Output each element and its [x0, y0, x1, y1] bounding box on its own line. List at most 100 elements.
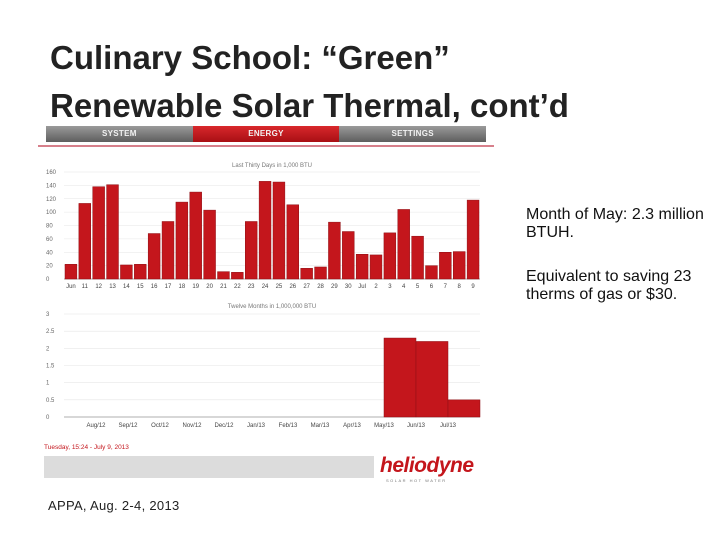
daily-x-tick-label: 29 — [331, 284, 338, 290]
monthly-x-tick-label: May/13 — [374, 423, 394, 429]
daily-x-tick-label: 25 — [276, 284, 283, 290]
daily-x-tick-label: 27 — [303, 284, 310, 290]
dashboard-date: Tuesday, 15:24 - July 9, 2013 — [44, 444, 129, 451]
daily-y-tick-label: 80 — [46, 224, 53, 230]
daily-x-tick-label: 14 — [123, 284, 130, 290]
daily-bar — [397, 209, 410, 280]
monthly-x-tick-label: Dec/12 — [214, 423, 234, 429]
monthly-x-tick-label: Sep/12 — [118, 423, 138, 429]
daily-bar — [453, 251, 466, 280]
daily-x-tick-label: 26 — [289, 284, 296, 290]
daily-y-tick-label: 60 — [46, 237, 53, 243]
daily-bar — [411, 235, 424, 280]
dashboard-footer-bar — [44, 456, 374, 478]
daily-y-tick-label: 0 — [46, 277, 50, 283]
daily-x-tick-label: 13 — [109, 284, 116, 290]
daily-bar — [106, 184, 119, 280]
daily-bar — [342, 231, 355, 280]
daily-x-tick-label: 2 — [374, 284, 378, 290]
monthly-y-tick-label: 0 — [46, 415, 50, 421]
daily-x-tick-label: 19 — [192, 284, 199, 290]
daily-bar — [64, 264, 78, 280]
monthly-bar — [383, 337, 417, 418]
daily-y-tick-label: 120 — [46, 197, 57, 203]
monthly-x-tick-label: Mar/13 — [311, 423, 330, 429]
daily-y-tick-label: 100 — [46, 210, 57, 216]
daily-bar — [189, 191, 202, 280]
daily-bar — [314, 266, 327, 280]
daily-chart-title: Last Thirty Days in 1,000 BTU — [232, 163, 312, 169]
monthly-y-tick-label: 1.5 — [46, 364, 55, 370]
monthly-x-tick-label: Apr/13 — [343, 423, 361, 429]
slide-notes: Month of May: 2.3 million BTUH. Equivale… — [526, 206, 716, 330]
daily-y-tick-label: 160 — [46, 170, 57, 176]
daily-x-tick-label: 16 — [151, 284, 158, 290]
slide-title-line-2: Renewable Solar Thermal, cont’d — [50, 87, 569, 124]
daily-x-tick-label: 30 — [345, 284, 352, 290]
daily-x-tick-label: 28 — [317, 284, 324, 290]
daily-bar — [369, 254, 383, 280]
daily-y-tick-label: 140 — [46, 183, 57, 189]
daily-bar — [147, 233, 161, 280]
daily-bar — [439, 252, 452, 280]
daily-bar — [161, 221, 175, 280]
daily-x-tick-label: 18 — [179, 284, 186, 290]
slide-footer: APPA, Aug. 2-4, 2013 — [48, 498, 180, 513]
daily-x-tick-label: 20 — [206, 284, 213, 290]
daily-x-tick-label: 3 — [388, 284, 392, 290]
daily-x-tick-label: 9 — [471, 284, 475, 290]
tab-system[interactable]: SYSTEM — [101, 129, 137, 138]
monthly-x-tick-label: Feb/13 — [279, 423, 298, 429]
monthly-y-tick-label: 3 — [46, 312, 50, 318]
daily-x-tick-label: 5 — [416, 284, 420, 290]
monthly-x-tick-label: Nov/12 — [182, 423, 202, 429]
daily-x-tick-label: 21 — [220, 284, 227, 290]
monthly-x-tick-label: Oct/12 — [151, 423, 169, 429]
daily-y-tick-label: 40 — [46, 250, 53, 256]
daily-bar — [383, 232, 397, 280]
note-may-total: Month of May: 2.3 million BTUH. — [526, 206, 704, 241]
monthly-y-tick-label: 0.5 — [46, 398, 55, 404]
daily-bar — [328, 221, 341, 280]
dashboard-tab-bar: SYSTEM ENERGY SETTINGS — [46, 126, 486, 142]
slide-title-line-1: Culinary School: “Green” — [50, 39, 450, 76]
logo-wordmark: heliodyne — [380, 454, 474, 477]
logo-tagline: SOLAR HOT WATER — [386, 478, 447, 483]
energy-dashboard-screenshot: SYSTEM ENERGY SETTINGS Last Thirty Days … — [38, 126, 494, 483]
daily-x-tick-label: 17 — [165, 284, 172, 290]
daily-bar — [78, 203, 91, 280]
note-equivalent-savings: Equivalent to saving 23 therms of gas or… — [526, 268, 692, 303]
heliodyne-logo: heliodyne SOLAR HOT WATER — [380, 454, 500, 483]
daily-bar — [231, 272, 244, 280]
monthly-x-tick-label: Jul/13 — [440, 423, 457, 429]
daily-x-tick-label: 8 — [458, 284, 462, 290]
daily-bar — [272, 181, 286, 280]
daily-bar — [300, 268, 313, 280]
tab-energy[interactable]: ENERGY — [192, 126, 340, 142]
daily-bar — [355, 254, 369, 280]
monthly-y-tick-label: 1 — [46, 381, 50, 387]
monthly-bar — [447, 399, 481, 418]
daily-bar — [134, 264, 147, 280]
daily-x-tick-label: 7 — [444, 284, 448, 290]
daily-x-tick-label: 6 — [430, 284, 434, 290]
energy-charts: Last Thirty Days in 1,000 BTU02040608010… — [46, 163, 481, 429]
monthly-x-tick-label: Jan/13 — [247, 423, 266, 429]
daily-bar — [120, 264, 133, 280]
daily-x-tick-label: Jun — [66, 284, 76, 290]
tab-divider — [38, 145, 494, 147]
daily-bar — [286, 204, 299, 280]
daily-bar — [425, 265, 438, 280]
daily-x-tick-label: 12 — [95, 284, 102, 290]
monthly-y-tick-label: 2 — [46, 346, 50, 352]
monthly-chart-title: Twelve Months in 1,000,000 BTU — [228, 304, 316, 310]
tab-settings[interactable]: SETTINGS — [391, 129, 434, 138]
monthly-x-tick-label: Aug/12 — [86, 423, 106, 429]
daily-bar — [466, 199, 480, 280]
daily-x-tick-label: 11 — [82, 284, 89, 290]
daily-x-tick-label: Jul — [358, 284, 366, 290]
daily-bar — [203, 209, 216, 280]
monthly-y-tick-label: 2.5 — [46, 329, 55, 335]
monthly-x-tick-label: Jun/13 — [407, 423, 426, 429]
daily-bar — [175, 201, 189, 280]
